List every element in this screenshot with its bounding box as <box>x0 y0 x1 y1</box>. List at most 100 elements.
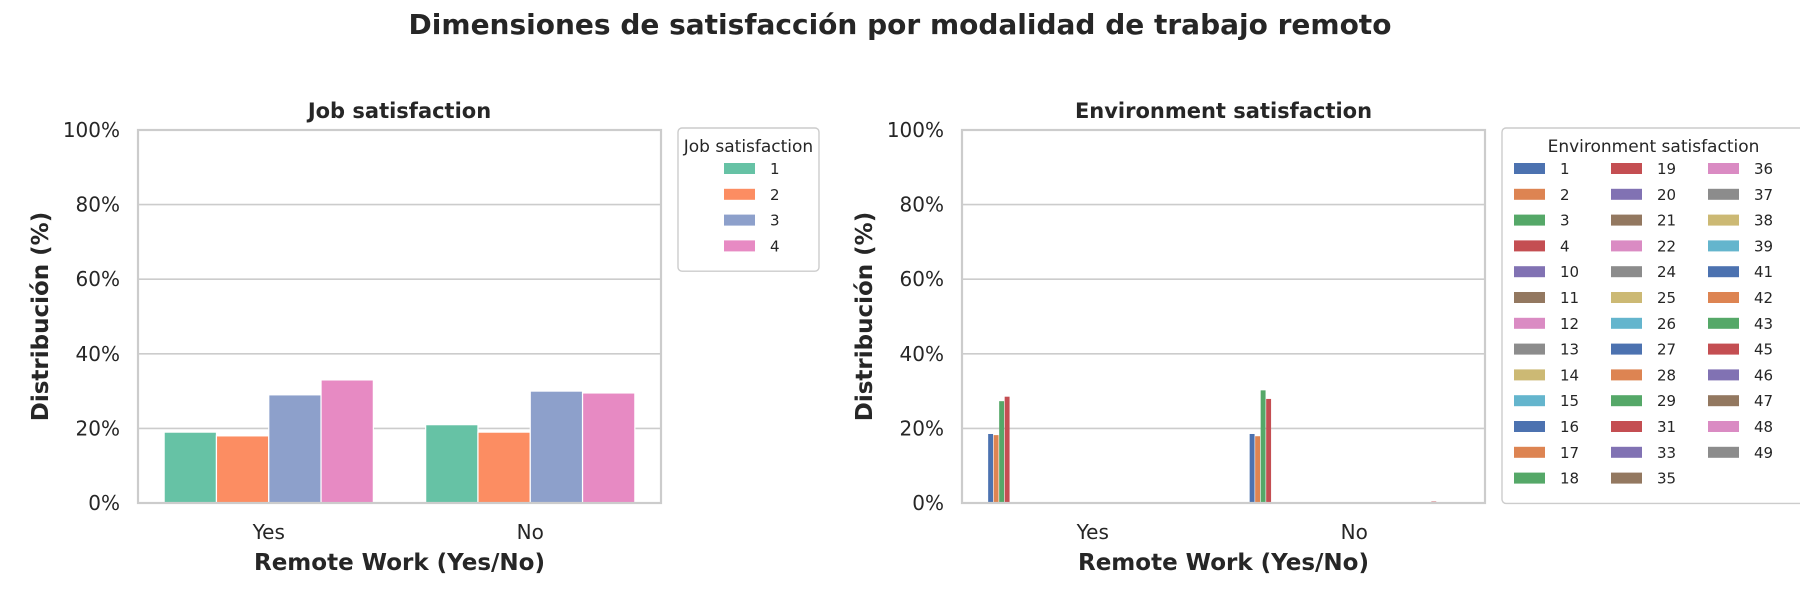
legend-label-20: 20 <box>1657 186 1676 204</box>
y-axis-label: Distribución (%) <box>852 212 878 422</box>
legend-label-47: 47 <box>1754 392 1773 410</box>
legend-label-31: 31 <box>1657 418 1676 436</box>
legend-swatch-2 <box>1514 188 1545 200</box>
x-axis-label: Remote Work (Yes/No) <box>1078 550 1369 576</box>
legend-label-3: 3 <box>770 212 780 230</box>
legend-swatch-17 <box>1514 446 1545 458</box>
legend-label-4: 4 <box>770 237 780 255</box>
legend-swatch-4 <box>1514 240 1545 252</box>
figure-title: Dimensiones de satisfacción por modalida… <box>409 8 1392 41</box>
legend-swatch-1 <box>1514 163 1545 174</box>
bar-no-3 <box>529 390 584 504</box>
legend-swatch-16 <box>1514 421 1545 432</box>
legend-label-22: 22 <box>1657 237 1676 255</box>
legend-label-17: 17 <box>1560 444 1579 462</box>
legend-swatch-31 <box>1611 421 1642 432</box>
legend-swatch-25 <box>1611 292 1642 303</box>
legend-label-1: 1 <box>770 160 780 178</box>
y-tick-label: 20% <box>900 416 944 440</box>
x-tick-label: Yes <box>252 520 285 544</box>
legend-swatch-4 <box>724 240 755 252</box>
bar-no-1 <box>1249 433 1255 503</box>
legend-swatch-47 <box>1708 395 1739 407</box>
legend-label-49: 49 <box>1754 444 1773 462</box>
legend-label-4: 4 <box>1560 237 1570 255</box>
legend-label-12: 12 <box>1560 315 1579 333</box>
y-tick-label: 20% <box>76 416 120 440</box>
legend-swatch-36 <box>1708 163 1739 174</box>
chart-panel-2: 0% 20% 40% 60% 80% 100% Yes No Environment satis… <box>852 99 1800 576</box>
bar-yes-3 <box>999 401 1005 503</box>
bar-yes-4 <box>320 379 374 504</box>
y-tick-label: 0% <box>912 491 944 515</box>
legend-label-10: 10 <box>1560 263 1579 281</box>
bar-no-2 <box>1255 436 1261 503</box>
x-tick-label: No <box>517 520 544 544</box>
legend-label-41: 41 <box>1754 263 1773 281</box>
legend-swatch-37 <box>1708 188 1739 200</box>
x-tick-label: No <box>1341 520 1368 544</box>
y-tick-label: 60% <box>76 267 120 291</box>
legend-label-38: 38 <box>1754 212 1773 230</box>
legend-label-33: 33 <box>1657 444 1676 462</box>
legend-swatch-33 <box>1611 446 1642 458</box>
bar-no-1 <box>425 424 479 504</box>
bar-yes-2 <box>215 435 270 504</box>
legend-swatch-1 <box>724 163 755 174</box>
bar-yes-4 <box>1004 396 1010 503</box>
y-tick-label: 40% <box>900 342 944 366</box>
bar-no-4 <box>1266 398 1272 503</box>
legend-swatch-42 <box>1708 292 1739 303</box>
legend: Job satisfaction 1 2 3 4 <box>677 127 820 272</box>
legend-swatch-41 <box>1708 266 1739 278</box>
legend-label-19: 19 <box>1657 160 1676 178</box>
legend-label-21: 21 <box>1657 212 1676 230</box>
legend-label-28: 28 <box>1657 366 1676 384</box>
legend-title: Environment satisfaction <box>1548 137 1760 157</box>
y-tick-label: 80% <box>900 193 944 217</box>
axes-frame <box>136 128 663 505</box>
legend-swatch-49 <box>1708 446 1739 458</box>
y-tick-label: 40% <box>76 342 120 366</box>
y-axis-label: Distribución (%) <box>28 212 54 422</box>
legend-swatch-20 <box>1611 188 1642 200</box>
panel-title: Environment satisfaction <box>1075 99 1372 123</box>
legend-swatch-19 <box>1611 163 1642 174</box>
legend-label-15: 15 <box>1560 392 1579 410</box>
y-tick-label: 80% <box>76 193 120 217</box>
x-axis-label: Remote Work (Yes/No) <box>254 550 545 576</box>
legend-swatch-29 <box>1611 395 1642 407</box>
legend-swatch-12 <box>1514 317 1545 329</box>
legend-label-1: 1 <box>1560 160 1570 178</box>
legend-swatch-14 <box>1514 369 1545 381</box>
bar-yes-2 <box>993 435 999 503</box>
panel-title: Job satisfaction <box>306 99 491 123</box>
legend-label-2: 2 <box>770 186 780 204</box>
bar-no-4 <box>581 392 636 504</box>
y-tick-label: 0% <box>88 491 120 515</box>
legend-label-16: 16 <box>1560 418 1579 436</box>
legend-swatch-11 <box>1514 292 1545 303</box>
legend-label-18: 18 <box>1560 470 1579 488</box>
legend-label-11: 11 <box>1560 289 1579 307</box>
legend-label-37: 37 <box>1754 186 1773 204</box>
legend: Environment satisfaction1234101112131415… <box>1501 127 1800 505</box>
legend-swatch-35 <box>1611 472 1642 484</box>
bar-yes-3 <box>268 394 322 504</box>
legend-label-24: 24 <box>1657 263 1676 281</box>
legend-swatch-15 <box>1514 395 1545 407</box>
legend-label-46: 46 <box>1754 366 1773 384</box>
legend-label-27: 27 <box>1657 341 1676 359</box>
legend-swatch-26 <box>1611 317 1642 329</box>
bar-yes-1 <box>988 433 994 503</box>
legend-swatch-28 <box>1611 369 1642 381</box>
bar-yes-1 <box>163 431 218 504</box>
legend-label-36: 36 <box>1754 160 1773 178</box>
legend-label-35: 35 <box>1657 470 1676 488</box>
legend-swatch-22 <box>1611 240 1642 252</box>
legend-swatch-39 <box>1708 240 1739 252</box>
legend-label-42: 42 <box>1754 289 1773 307</box>
legend-swatch-43 <box>1708 317 1739 329</box>
legend-swatch-24 <box>1611 266 1642 278</box>
